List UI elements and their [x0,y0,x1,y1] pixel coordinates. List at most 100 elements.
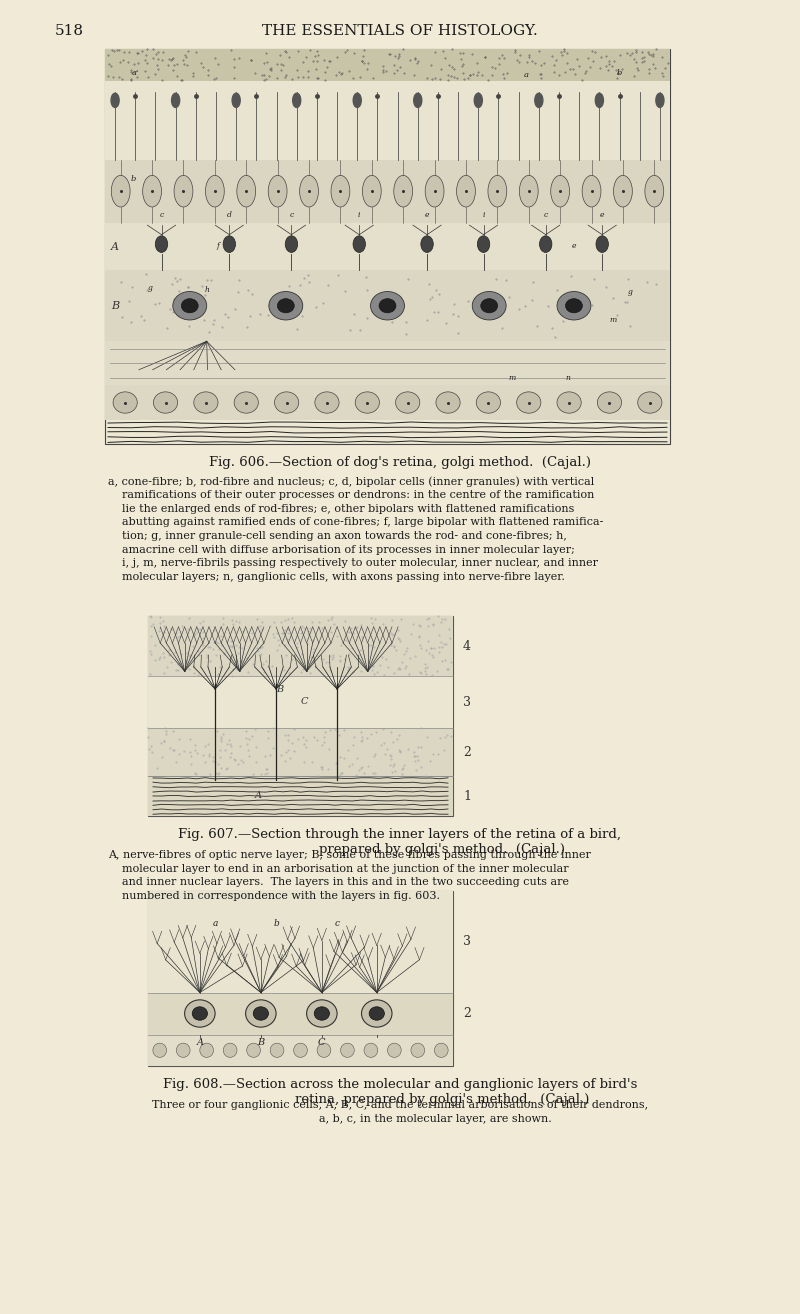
Ellipse shape [595,93,603,108]
Text: n: n [566,373,570,381]
Text: d: d [227,212,232,219]
Ellipse shape [232,93,240,108]
Ellipse shape [268,175,287,208]
Ellipse shape [476,392,501,413]
Ellipse shape [315,392,339,413]
Text: f: f [217,243,219,251]
Ellipse shape [154,392,178,413]
Text: i: i [358,212,361,219]
Ellipse shape [598,392,622,413]
Text: e: e [600,212,605,219]
Text: 2: 2 [463,1007,471,1020]
Ellipse shape [155,235,168,252]
Text: c: c [290,212,294,219]
Ellipse shape [182,298,198,313]
Ellipse shape [364,1043,378,1058]
Ellipse shape [234,392,258,413]
Ellipse shape [192,1007,207,1020]
Ellipse shape [387,1043,402,1058]
Ellipse shape [566,298,582,313]
Ellipse shape [539,235,552,252]
Bar [148,616,453,816]
Ellipse shape [300,175,318,208]
Ellipse shape [153,1043,166,1058]
Ellipse shape [185,1000,215,1028]
Ellipse shape [223,1043,237,1058]
Bar [105,223,670,271]
Ellipse shape [596,235,609,252]
Ellipse shape [286,235,298,252]
Bar [105,271,670,342]
Ellipse shape [481,298,498,313]
Text: Fig. 606.—Section of dog's retina, golgi method.  (Cajal.): Fig. 606.—Section of dog's retina, golgi… [209,456,591,469]
Ellipse shape [535,93,543,108]
Bar [148,728,453,777]
Text: Fig. 608.—Section across the molecular and ganglionic layers of bird's
         : Fig. 608.—Section across the molecular a… [163,1077,637,1106]
Text: g: g [148,284,153,292]
Ellipse shape [474,93,482,108]
Ellipse shape [171,93,180,108]
Text: b: b [617,68,622,76]
Ellipse shape [353,93,362,108]
Ellipse shape [557,292,591,321]
Ellipse shape [421,235,434,252]
Ellipse shape [142,175,162,208]
Ellipse shape [176,1043,190,1058]
Bar [105,49,670,444]
Ellipse shape [341,1043,354,1058]
Ellipse shape [194,392,218,413]
Ellipse shape [557,392,582,413]
Text: C: C [318,1038,326,1047]
Ellipse shape [246,1043,261,1058]
Ellipse shape [488,175,506,208]
Ellipse shape [645,175,664,208]
Ellipse shape [200,1043,214,1058]
Ellipse shape [434,1043,448,1058]
Ellipse shape [246,1000,276,1028]
Ellipse shape [457,175,475,208]
Text: 2: 2 [463,745,471,758]
Ellipse shape [370,292,405,321]
Text: C: C [301,698,308,707]
Text: 3: 3 [463,936,471,949]
Text: e: e [425,212,430,219]
Text: b: b [274,918,279,928]
Bar [105,385,670,420]
Ellipse shape [254,1007,269,1020]
Ellipse shape [294,1043,307,1058]
Text: 518: 518 [55,24,84,38]
Ellipse shape [269,292,302,321]
Ellipse shape [113,392,138,413]
Text: A, nerve-fibres of optic nerve layer; B, some of these fibres passing through th: A, nerve-fibres of optic nerve layer; B,… [108,850,591,901]
Ellipse shape [582,175,601,208]
Ellipse shape [314,1007,330,1020]
Text: Three or four ganglionic cells, A, B, C, and the terminal arborisations of their: Three or four ganglionic cells, A, B, C,… [152,1100,648,1123]
Text: a, cone-fibre; b, rod-fibre and nucleus; c, d, bipolar cells (inner granules) wi: a, cone-fibre; b, rod-fibre and nucleus;… [108,476,603,582]
Ellipse shape [223,235,235,252]
Text: Fig. 607.—Section through the inner layers of the retina of a bird,
            : Fig. 607.—Section through the inner laye… [178,828,622,855]
Text: a: a [213,918,218,928]
Ellipse shape [379,298,396,313]
Bar [148,891,453,992]
Ellipse shape [436,392,460,413]
Text: 1: 1 [463,790,471,803]
Text: a': a' [132,68,139,76]
Ellipse shape [362,1000,392,1028]
Text: B: B [111,301,119,310]
Ellipse shape [306,1000,337,1028]
Bar [105,342,670,385]
Ellipse shape [111,93,119,108]
Text: h: h [204,286,209,294]
Text: 3: 3 [463,695,471,708]
Ellipse shape [331,175,350,208]
Ellipse shape [369,1007,384,1020]
Ellipse shape [174,175,193,208]
Text: g: g [628,288,633,296]
Ellipse shape [472,292,506,321]
Text: c: c [334,918,340,928]
Ellipse shape [638,392,662,413]
Text: a: a [523,71,529,79]
Text: A: A [254,791,262,800]
Text: c: c [159,212,164,219]
Bar [105,80,670,159]
